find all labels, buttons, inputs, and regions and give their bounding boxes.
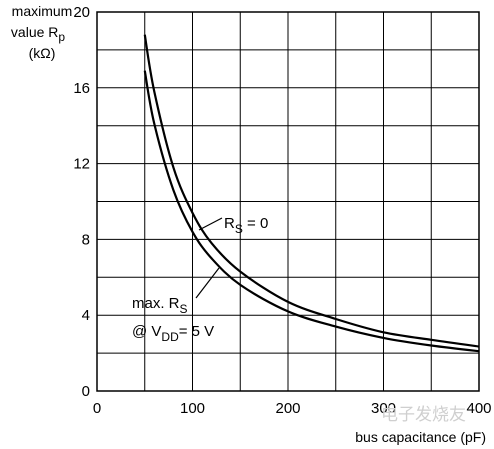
y-tick-label: 12	[73, 156, 90, 173]
x-tick-label: 300	[371, 400, 396, 417]
annotation-max-rs-line-1: max. RS	[132, 295, 188, 316]
x-tick-label: 0	[93, 400, 101, 417]
y-tick-label: 20	[73, 4, 90, 21]
series-line-rs-zero	[143, 34, 480, 348]
grid	[96, 11, 480, 392]
annotation-max-rs-line-2: @ VDD= 5 V	[132, 323, 214, 344]
y-tick-label: 4	[82, 307, 90, 324]
annotation-leader-max-rs	[195, 267, 220, 299]
series-line-max-rs	[143, 70, 480, 353]
x-axis-title: bus capacitance (pF)	[355, 429, 486, 445]
y-axis-title-line-3: (kΩ)	[29, 45, 56, 61]
watermark: 电子发烧友	[381, 405, 466, 424]
x-tick-label: 400	[466, 400, 491, 417]
plot-frame	[96, 11, 480, 392]
x-tick-label: 100	[180, 400, 205, 417]
annotations: RS = 0 max. RS @ VDD= 5 V	[132, 215, 268, 344]
y-axis-title-main: value R	[11, 24, 58, 40]
series-layer	[143, 34, 480, 353]
x-tick-label: 200	[275, 400, 300, 417]
annotation-leader-rs-zero	[198, 217, 223, 231]
y-tick-label: 0	[82, 383, 90, 400]
y-axis-title-line-1: maximum	[12, 3, 73, 19]
axis-labels: maximum value Rp (kΩ) bus capacitance (p…	[11, 3, 486, 445]
y-axis-title-subscript: p	[58, 30, 65, 44]
y-axis-title-line-2: value Rp	[11, 24, 65, 44]
annotation-rs-zero: RS = 0	[224, 215, 268, 236]
y-tick-label: 8	[82, 231, 90, 248]
y-tick-label: 16	[73, 80, 90, 97]
tick-labels: 0 100 200 300 400 0 4 8 12 16 20	[73, 4, 491, 417]
